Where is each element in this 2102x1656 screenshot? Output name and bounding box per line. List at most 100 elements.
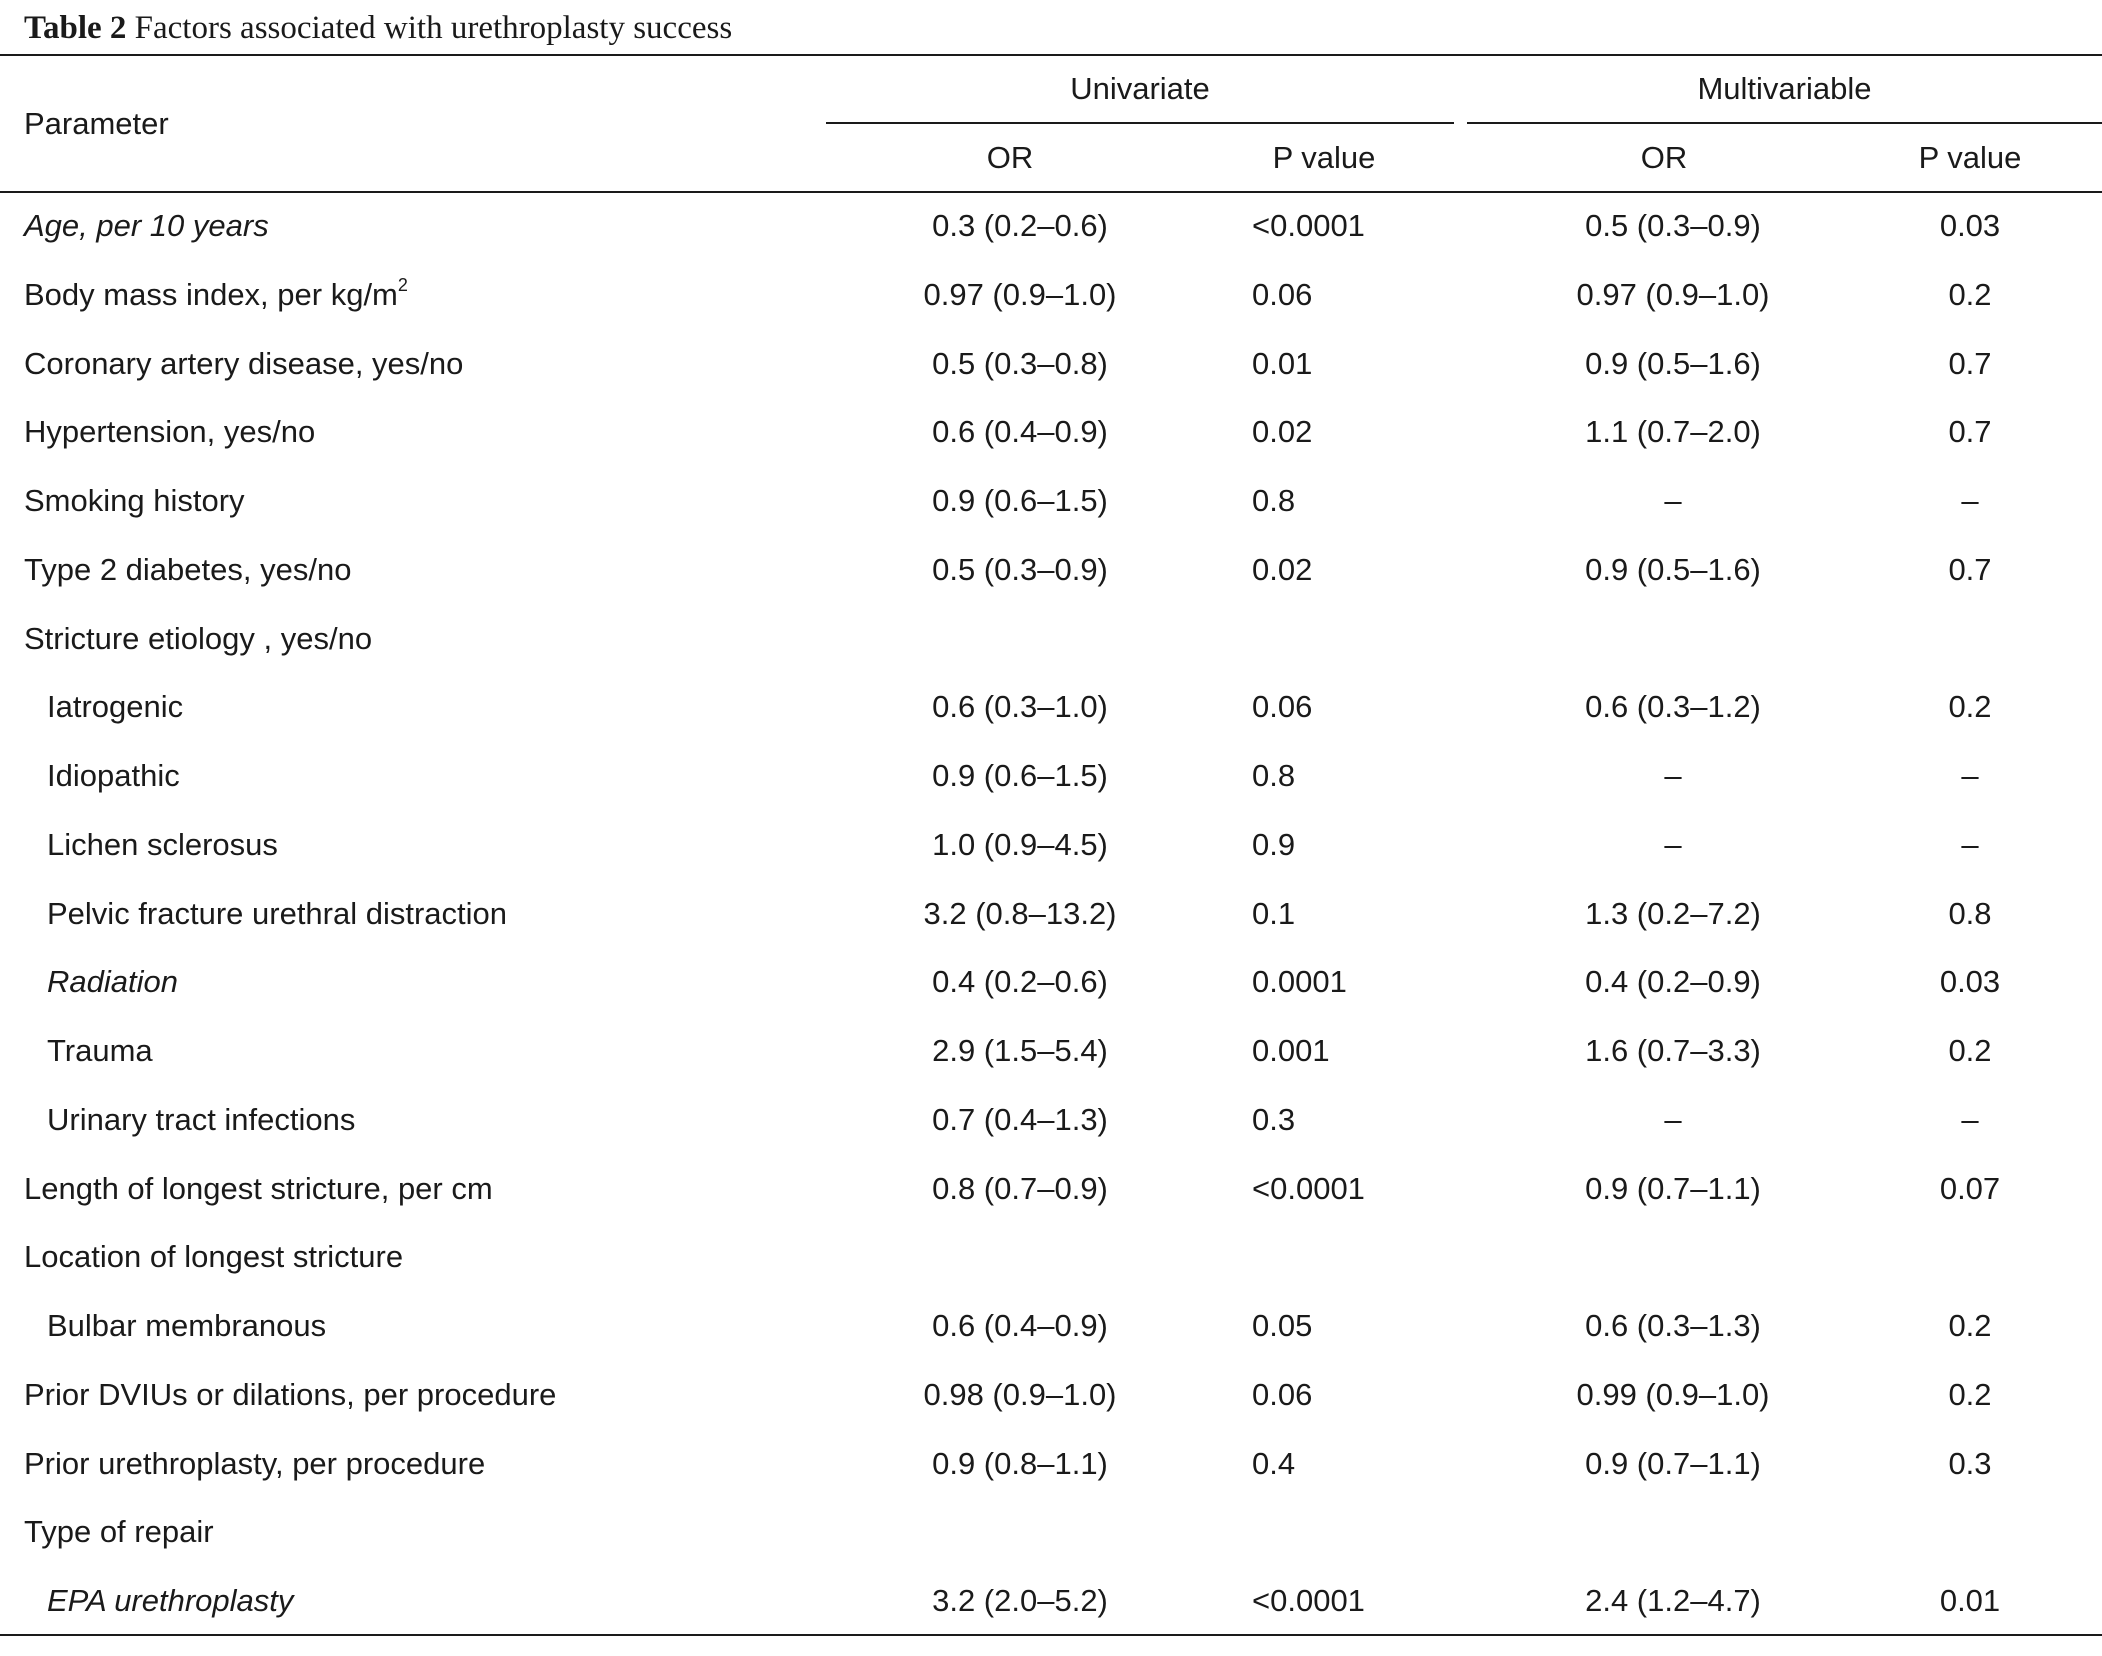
row-parameter: Type of repair <box>24 1512 214 1552</box>
table-row: Prior DVIUs or dilations, per procedure 0… <box>0 1368 2102 1437</box>
univariate-or-cell: 0.5 (0.3–0.8) <box>932 345 1108 381</box>
row-parameter: Length of longest stricture, per cm <box>24 1169 493 1209</box>
univariate-or-cell: 0.6 (0.4–0.9) <box>932 414 1108 450</box>
table-row: Coronary artery disease, yes/no 0.5 (0.3–… <box>0 337 2102 406</box>
univariate-or-cell: 0.6 (0.4–0.9) <box>932 1308 1108 1343</box>
univariate-p-cell: <0.0001 <box>1252 1170 1365 1206</box>
univariate-p-cell: 0.8 <box>1252 483 1296 518</box>
row-parameter: Trauma <box>47 1031 153 1071</box>
table-caption: Table 2 Factors associated with urethrop… <box>24 6 732 50</box>
multivariable-or-cell: 0.4 (0.2–0.9) <box>1585 964 1761 1000</box>
row-parameter-superscript: 2 <box>397 274 408 295</box>
row-parameter-text: Urinary tract infections <box>47 1101 356 1137</box>
row-parameter: Urinary tract infections <box>47 1100 355 1140</box>
univariate-p-cell: 0.06 <box>1252 276 1313 312</box>
row-parameter-text: Body mass index, per kg/m <box>24 276 398 312</box>
univariate-p-cell: <0.0001 <box>1252 208 1365 243</box>
table-top-rule <box>0 54 2102 56</box>
row-parameter-text: Coronary artery disease, yes/no <box>24 345 464 381</box>
univariate-or-cell: 0.7 (0.4–1.3) <box>932 1101 1108 1137</box>
row-parameter: Bulbar membranous <box>47 1306 326 1346</box>
row-parameter: Body mass index, per kg/m2 <box>24 275 408 315</box>
multivariable-or-cell: 2.4 (1.2–4.7) <box>1585 1583 1761 1618</box>
univariate-or-cell: 1.0 (0.9–4.5) <box>932 826 1108 862</box>
multivariable-p-cell: – <box>1961 826 1979 862</box>
multivariable-p-cell: 0.7 <box>1948 414 1992 450</box>
univariate-or-cell: 0.97 (0.9–1.0) <box>923 276 1117 312</box>
multivariable-or-cell: 0.6 (0.3–1.2) <box>1585 689 1761 725</box>
row-parameter: Coronary artery disease, yes/no <box>24 344 463 384</box>
univariate-p-cell: 0.8 <box>1252 758 1296 793</box>
table-row: Location of longest stricture <box>0 1230 2102 1299</box>
table-row: Stricture etiology , yes/no <box>0 612 2102 681</box>
univariate-or-cell: 0.9 (0.6–1.5) <box>932 758 1108 793</box>
row-parameter: Lichen sclerosus <box>47 825 278 865</box>
univariate-p-cell: 0.05 <box>1252 1308 1313 1343</box>
multivariable-p-cell: 0.2 <box>1948 1308 1992 1343</box>
multivariable-or-cell: – <box>1664 483 1682 518</box>
multivariable-or-cell: – <box>1664 1101 1682 1137</box>
row-parameter-text: Stricture etiology , yes/no <box>24 620 373 656</box>
row-parameter-text: Location of longest stricture <box>24 1239 404 1275</box>
multivariable-p-cell: 0.01 <box>1939 1583 2001 1618</box>
multivariable-or-cell: 0.9 (0.5–1.6) <box>1585 345 1761 381</box>
multivariable-or-cell: 0.6 (0.3–1.3) <box>1585 1308 1761 1343</box>
multivariable-p-cell: 0.3 <box>1948 1445 1992 1481</box>
multivariable-p-cell: 0.2 <box>1948 1033 1992 1068</box>
table-row: Iatrogenic 0.6 (0.3–1.0) 0.06 0.6 (0.3–1.2)… <box>0 680 2102 749</box>
row-parameter: Pelvic fracture urethral distraction <box>47 894 507 934</box>
table-caption-title: Factors associated with urethroplasty su… <box>134 10 733 46</box>
univariate-or-cell: 2.9 (1.5–5.4) <box>932 1033 1108 1068</box>
multivariable-p-cell: 0.03 <box>1939 208 2001 243</box>
multivariable-p-cell: 0.03 <box>1939 964 2001 1000</box>
univariate-p-cell: 0.4 <box>1252 1445 1296 1481</box>
row-parameter: Location of longest stricture <box>24 1237 403 1277</box>
univariate-or-cell: 0.9 (0.8–1.1) <box>932 1445 1108 1481</box>
header-multivariable-or: OR <box>1640 140 1688 175</box>
table-row: Body mass index, per kg/m2 0.97 (0.9–1.0)… <box>0 268 2102 337</box>
multivariable-or-cell: 0.9 (0.7–1.1) <box>1585 1445 1761 1481</box>
univariate-or-cell: 0.3 (0.2–0.6) <box>932 208 1108 243</box>
table-row: Bulbar membranous 0.6 (0.4–0.9) 0.05 0.6 (0… <box>0 1299 2102 1368</box>
multivariable-or-cell: 0.97 (0.9–1.0) <box>1576 276 1770 312</box>
multivariable-or-cell: – <box>1664 826 1682 862</box>
table-row: Urinary tract infections 0.7 (0.4–1.3) 0.3… <box>0 1093 2102 1162</box>
row-parameter-text: Idiopathic <box>47 758 180 793</box>
univariate-p-cell: 0.9 <box>1252 826 1296 862</box>
multivariable-p-cell: – <box>1961 758 1979 793</box>
multivariable-p-cell: 0.2 <box>1948 276 1992 312</box>
row-parameter-text: Age, per 10 years <box>24 208 269 243</box>
univariate-group-rule <box>826 122 1454 124</box>
univariate-or-cell: 0.8 (0.7–0.9) <box>932 1170 1108 1206</box>
univariate-p-cell: 0.06 <box>1252 1376 1313 1412</box>
table-row: Trauma 2.9 (1.5–5.4) 0.001 1.6 (0.7–3.3) 0.2 <box>0 1024 2102 1093</box>
multivariable-or-cell: 0.5 (0.3–0.9) <box>1585 208 1761 243</box>
table-row: Length of longest stricture, per cm 0.8 (… <box>0 1162 2102 1231</box>
univariate-or-cell: 3.2 (2.0–5.2) <box>932 1583 1108 1618</box>
table-caption-label: Table 2 <box>24 10 127 46</box>
multivariable-p-cell: – <box>1961 483 1979 518</box>
row-parameter: Age, per 10 years <box>24 206 269 246</box>
row-parameter-text: Lichen sclerosus <box>47 826 278 862</box>
row-parameter-text: Trauma <box>47 1033 153 1068</box>
row-parameter: Smoking history <box>24 481 245 521</box>
table-row: Hypertension, yes/no 0.6 (0.4–0.9) 0.02 1.1… <box>0 405 2102 474</box>
multivariable-p-cell: – <box>1961 1101 1979 1137</box>
univariate-p-cell: 0.02 <box>1252 414 1313 450</box>
table-row: Idiopathic 0.9 (0.6–1.5) 0.8 – – <box>0 749 2102 818</box>
table-row: EPA urethroplasty 3.2 (2.0–5.2) <0.0001 2.4… <box>0 1574 2102 1643</box>
univariate-or-cell: 0.98 (0.9–1.0) <box>923 1376 1117 1412</box>
univariate-or-cell: 0.4 (0.2–0.6) <box>932 964 1108 1000</box>
univariate-or-cell: 3.2 (0.8–13.2) <box>923 895 1117 931</box>
header-parameter: Parameter <box>24 106 169 141</box>
univariate-p-cell: 0.001 <box>1252 1033 1330 1068</box>
header-univariate: Univariate <box>1070 71 1210 106</box>
header-univariate-p-value: P value <box>1272 140 1376 175</box>
row-parameter-text: Iatrogenic <box>47 689 184 725</box>
table-header-rule <box>0 191 2102 193</box>
multivariable-or-cell: 1.1 (0.7–2.0) <box>1585 414 1761 450</box>
table-row: Prior urethroplasty, per procedure 0.9 (0… <box>0 1437 2102 1506</box>
univariate-or-cell: 0.6 (0.3–1.0) <box>932 689 1108 725</box>
header-univariate-or: OR <box>986 140 1034 175</box>
row-parameter-text: Hypertension, yes/no <box>24 414 316 450</box>
